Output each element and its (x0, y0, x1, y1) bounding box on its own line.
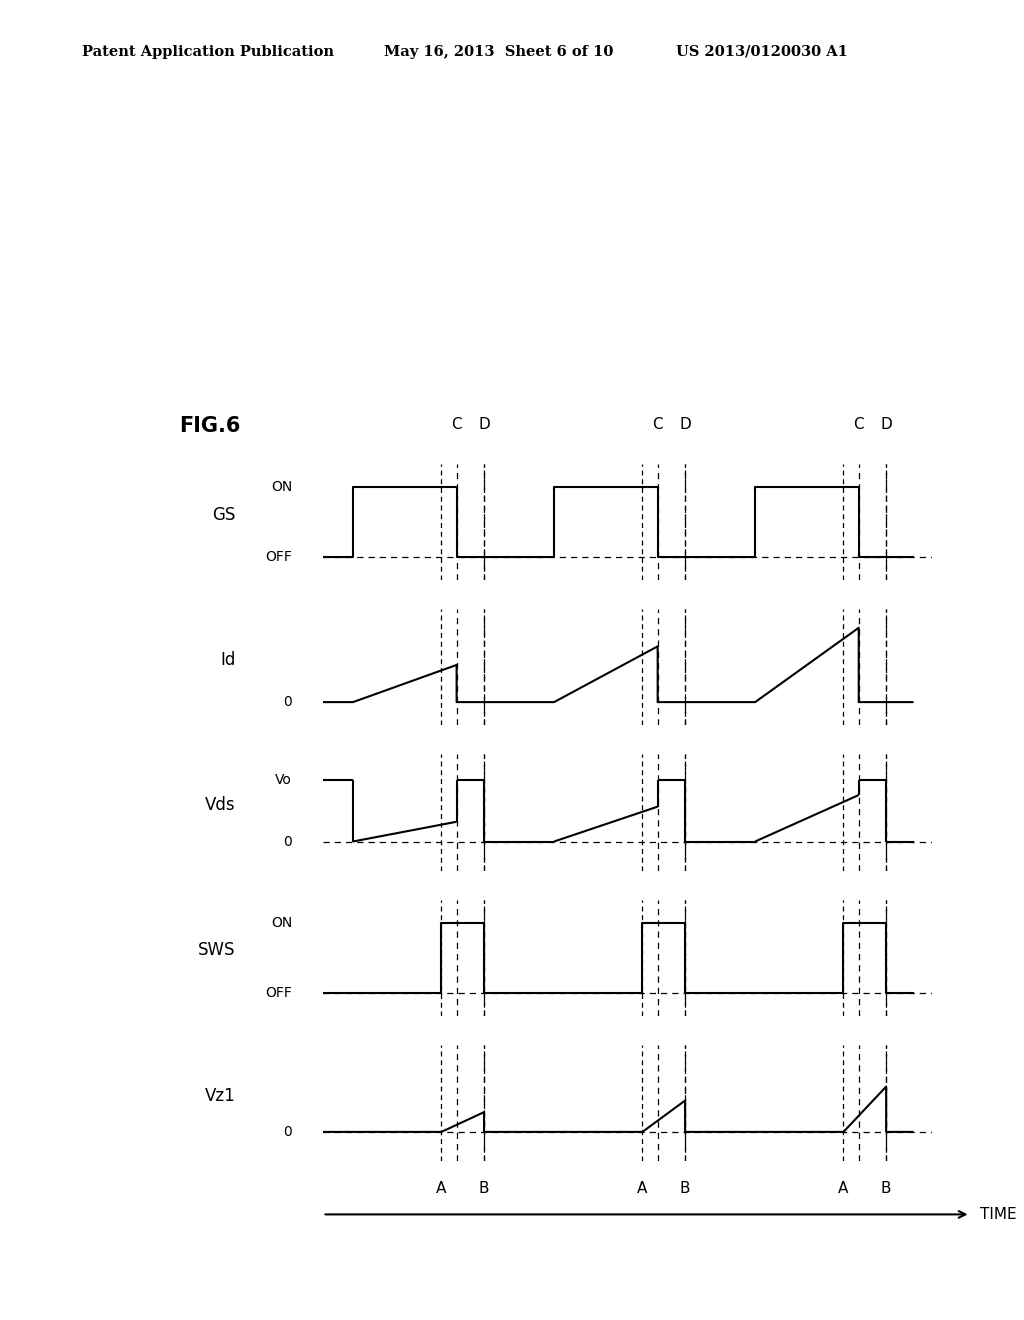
Text: Vds: Vds (205, 796, 236, 814)
Text: ON: ON (270, 480, 292, 494)
Text: 0: 0 (284, 834, 292, 849)
Text: OFF: OFF (265, 550, 292, 564)
Text: Id: Id (220, 651, 236, 669)
Text: Patent Application Publication: Patent Application Publication (82, 45, 334, 59)
Text: US 2013/0120030 A1: US 2013/0120030 A1 (676, 45, 848, 59)
Text: Vo: Vo (275, 774, 292, 787)
Text: FIG.6: FIG.6 (179, 416, 241, 436)
Text: A: A (839, 1181, 849, 1196)
Text: C: C (853, 417, 864, 432)
Text: OFF: OFF (265, 986, 292, 999)
Text: TIME: TIME (980, 1206, 1017, 1222)
Text: A: A (436, 1181, 446, 1196)
Text: B: B (479, 1181, 489, 1196)
Text: D: D (679, 417, 691, 432)
Text: Vz1: Vz1 (205, 1086, 236, 1105)
Text: ON: ON (270, 916, 292, 929)
Text: 0: 0 (284, 696, 292, 709)
Text: 0: 0 (284, 1125, 292, 1139)
Text: C: C (452, 417, 462, 432)
Text: B: B (881, 1181, 892, 1196)
Text: B: B (680, 1181, 690, 1196)
Text: GS: GS (212, 506, 236, 524)
Text: D: D (478, 417, 489, 432)
Text: A: A (637, 1181, 647, 1196)
Text: May 16, 2013  Sheet 6 of 10: May 16, 2013 Sheet 6 of 10 (384, 45, 613, 59)
Text: SWS: SWS (198, 941, 236, 960)
Text: D: D (881, 417, 892, 432)
Text: C: C (652, 417, 663, 432)
